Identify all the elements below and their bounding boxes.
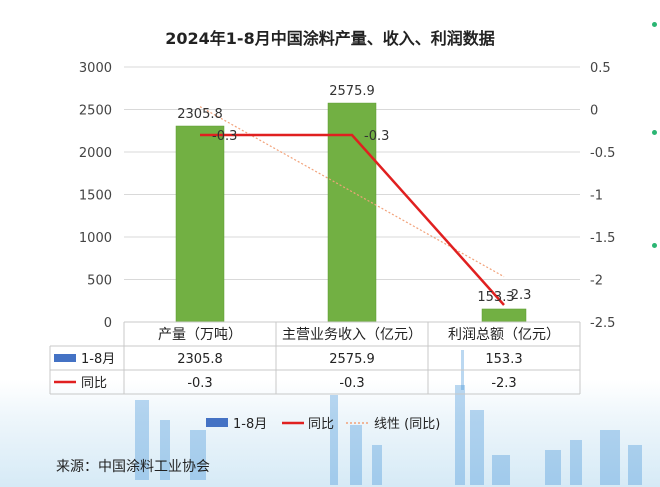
y-left-tick-label: 3000	[79, 61, 112, 76]
y-left-tick-label: 0	[104, 316, 112, 331]
line-data-label: -0.3	[364, 129, 389, 144]
skyline-building	[135, 400, 149, 480]
accent-dot	[652, 130, 657, 135]
y-right-tick-label: -1	[590, 189, 603, 204]
table-cell: 2575.9	[329, 352, 375, 367]
skyline-building	[350, 425, 362, 485]
accent-dot	[652, 243, 657, 248]
y-left-tick-label: 1000	[79, 231, 112, 246]
y-left-tick-label: 500	[87, 274, 112, 289]
chart-title: 2024年1-8月中国涂料产量、收入、利润数据	[165, 29, 494, 48]
bar-data-label: 2575.9	[329, 84, 375, 99]
skyline-building	[330, 395, 338, 485]
table-row-label: 1-8月	[81, 352, 115, 367]
x-category-label: 产量（万吨）	[158, 327, 242, 343]
skyline-building	[570, 440, 582, 485]
skyline-building	[160, 420, 170, 480]
skyline-building	[492, 455, 510, 485]
line-data-label: -2.3	[506, 288, 531, 303]
y-right-tick-label: -1.5	[590, 231, 615, 246]
line-data-label: -0.3	[212, 129, 237, 144]
skyline-building	[455, 385, 465, 485]
y-right-tick-label: -2	[590, 274, 603, 289]
bar	[327, 102, 377, 323]
y-right-tick-label: 0	[590, 104, 598, 119]
skyline-building	[190, 430, 206, 480]
table-cell: -2.3	[491, 376, 516, 391]
table-row-label: 同比	[81, 376, 107, 391]
table-cell: -0.3	[187, 376, 212, 391]
bar	[175, 125, 225, 323]
table-cell: 153.3	[485, 352, 522, 367]
skyline-building	[628, 445, 642, 485]
y-right-tick-label: -2.5	[590, 316, 615, 331]
y-left-tick-label: 1500	[79, 189, 112, 204]
y-right-tick-label: 0.5	[590, 61, 611, 76]
bar-data-label: 2305.8	[177, 107, 223, 122]
skyline-building	[545, 450, 561, 485]
y-right-tick-label: -0.5	[590, 146, 615, 161]
x-category-label: 利润总额（亿元）	[448, 327, 560, 343]
legend-label: 线性 (同比)	[374, 417, 440, 432]
legend-label: 1-8月	[233, 417, 267, 432]
yoy-line	[200, 133, 505, 306]
skyline-building	[600, 430, 620, 485]
legend-bar-swatch	[206, 418, 228, 427]
y-left-tick-label: 2000	[79, 146, 112, 161]
source-text: 来源：中国涂料工业协会	[56, 459, 210, 475]
x-category-label: 主营业务收入（亿元）	[282, 327, 422, 343]
accent-dot	[652, 22, 657, 27]
bar	[481, 308, 527, 323]
bar-data-label: 153.3	[477, 290, 514, 305]
y-left-tick-label: 2500	[79, 104, 112, 119]
legend-label: 同比	[308, 417, 334, 432]
skyline-building	[470, 410, 484, 485]
table-cell: 2305.8	[177, 352, 223, 367]
legend-bar-swatch	[54, 354, 76, 362]
skyline-background-band	[0, 380, 660, 487]
skyline-building	[372, 445, 382, 485]
table-cell: -0.3	[339, 376, 364, 391]
